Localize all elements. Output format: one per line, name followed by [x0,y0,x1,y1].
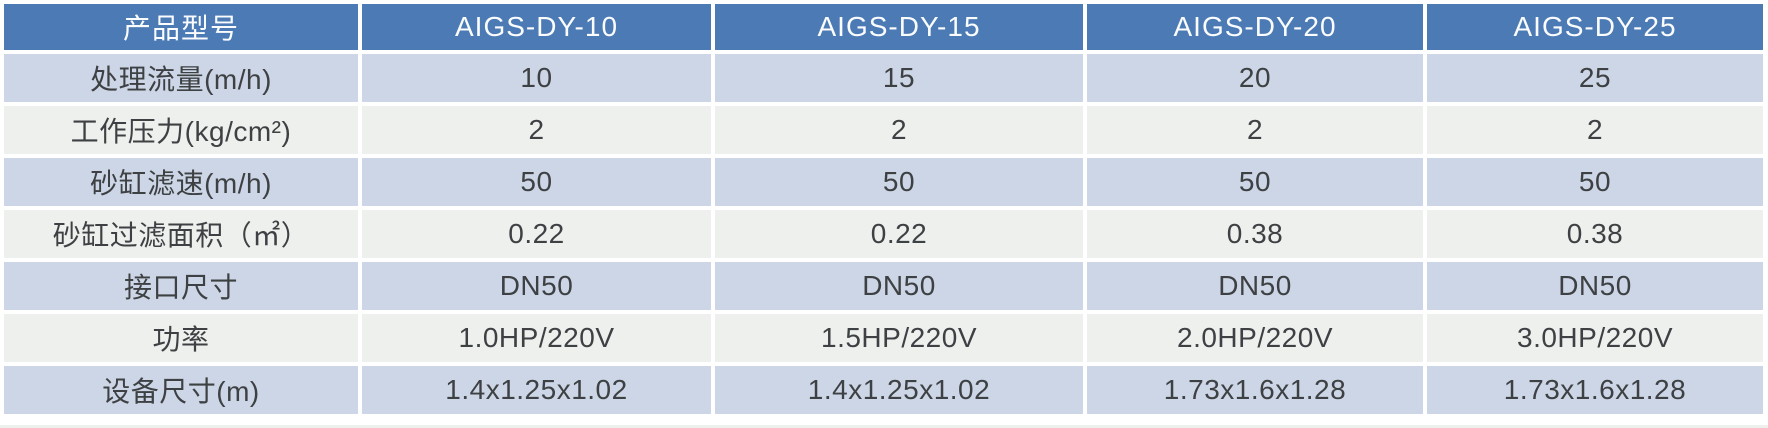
cell-value: 1.0HP/220V [362,314,711,362]
cell-value: 2 [1087,106,1423,154]
table-row-filter-speed: 砂缸滤速(m/h) 50 50 50 50 [4,158,1763,206]
row-label: 砂缸滤速(m/h) [4,158,358,206]
cell-value: 1.4x1.25x1.02 [715,366,1083,414]
cell-value: 1.73x1.6x1.28 [1427,366,1763,414]
cell-value: 3.0HP/220V [1427,314,1763,362]
cutoff-next-row-edge [0,425,1768,428]
product-spec-table: 产品型号 AIGS-DY-10 AIGS-DY-15 AIGS-DY-20 AI… [4,4,1763,414]
cell-value: 2 [362,106,711,154]
cell-value: 0.38 [1087,210,1423,258]
cell-value: 20 [1087,54,1423,102]
row-label: 功率 [4,314,358,362]
cell-value: DN50 [1427,262,1763,310]
cell-value: 10 [362,54,711,102]
header-cell-model-1: AIGS-DY-10 [362,4,711,50]
table-row-working-pressure: 工作压力(kg/cm²) 2 2 2 2 [4,106,1763,154]
header-cell-product-model: 产品型号 [4,4,358,50]
cell-value: 0.22 [362,210,711,258]
cell-value: 25 [1427,54,1763,102]
row-label: 砂缸过滤面积（㎡） [4,210,358,258]
cell-value: 50 [1087,158,1423,206]
cell-value: 1.5HP/220V [715,314,1083,362]
cell-value: 2 [1427,106,1763,154]
row-label: 设备尺寸(m) [4,366,358,414]
cell-value: 0.38 [1427,210,1763,258]
row-label: 工作压力(kg/cm²) [4,106,358,154]
table-row-equipment-size: 设备尺寸(m) 1.4x1.25x1.02 1.4x1.25x1.02 1.73… [4,366,1763,414]
header-cell-model-3: AIGS-DY-20 [1087,4,1423,50]
row-label: 处理流量(m/h) [4,54,358,102]
cell-value: DN50 [362,262,711,310]
cell-value: 1.4x1.25x1.02 [362,366,711,414]
header-row: 产品型号 AIGS-DY-10 AIGS-DY-15 AIGS-DY-20 AI… [4,4,1763,50]
table-row-interface-size: 接口尺寸 DN50 DN50 DN50 DN50 [4,262,1763,310]
table-row-filter-area: 砂缸过滤面积（㎡） 0.22 0.22 0.38 0.38 [4,210,1763,258]
cell-value: 0.22 [715,210,1083,258]
table-row-flow-rate: 处理流量(m/h) 10 15 20 25 [4,54,1763,102]
row-label: 接口尺寸 [4,262,358,310]
header-cell-model-4: AIGS-DY-25 [1427,4,1763,50]
cell-value: DN50 [715,262,1083,310]
header-cell-model-2: AIGS-DY-15 [715,4,1083,50]
cell-value: 2.0HP/220V [1087,314,1423,362]
table-row-power: 功率 1.0HP/220V 1.5HP/220V 2.0HP/220V 3.0H… [4,314,1763,362]
cell-value: 2 [715,106,1083,154]
cell-value: 50 [1427,158,1763,206]
cell-value: 50 [362,158,711,206]
cell-value: DN50 [1087,262,1423,310]
cell-value: 1.73x1.6x1.28 [1087,366,1423,414]
cell-value: 50 [715,158,1083,206]
cell-value: 15 [715,54,1083,102]
